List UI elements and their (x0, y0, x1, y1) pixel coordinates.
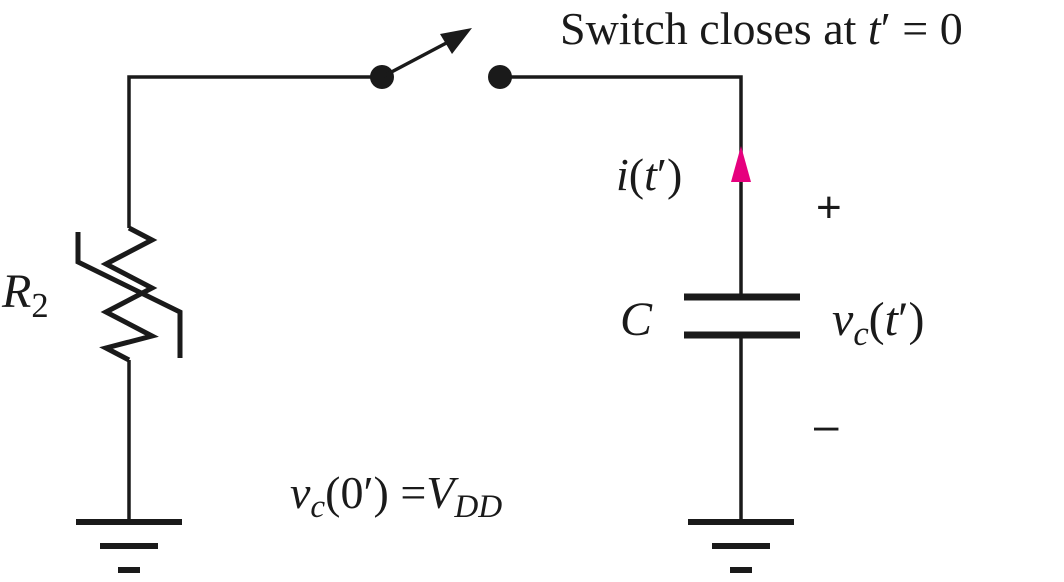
current-arrow-icon (731, 146, 751, 182)
resistor-symbol: R (2, 265, 32, 318)
ground-left-icon (76, 519, 182, 573)
polarity-plus: + (816, 183, 842, 232)
switch-caption-text: Switch closes at (560, 3, 868, 54)
voltage-var: t (884, 293, 898, 346)
init-rhs: V (426, 467, 455, 518)
resistor-r2 (99, 225, 159, 363)
resistor-label: R2 (2, 265, 49, 323)
voltage-open: ( (868, 293, 885, 346)
current-var: t (644, 149, 657, 200)
switch-caption-rest: ′ = 0 (880, 3, 963, 54)
current-open: ( (628, 149, 645, 200)
voltage-close: ′) (897, 293, 925, 346)
init-symbol: v (290, 467, 311, 518)
switch-blade (381, 38, 453, 79)
switch-caption-var: t (867, 3, 881, 54)
current-label: i(t′) (616, 152, 682, 198)
voltage-subscript: c (853, 314, 869, 353)
current-fn: i (616, 149, 629, 200)
init-subscript: c (310, 488, 326, 526)
init-arg: (0′) = (325, 467, 427, 518)
current-close: ′) (656, 149, 683, 200)
switch-caption: Switch closes at t′ = 0 (560, 6, 963, 52)
wire-right-top (500, 75, 743, 297)
ground-right-icon (688, 519, 794, 573)
resistor-variable-bar (75, 232, 183, 358)
init-rhs-subscript: DD (454, 488, 503, 526)
wire-left-top (127, 75, 382, 228)
polarity-minus: – (814, 401, 839, 450)
initial-condition-label: vc(0′) =VDD (290, 467, 502, 524)
switch-arrow-icon (440, 28, 472, 54)
resistor-subscript: 2 (31, 286, 49, 325)
capacitor-label: C (620, 293, 653, 346)
voltage-label: vc(t′) (832, 293, 925, 351)
voltage-symbol: v (832, 293, 854, 346)
